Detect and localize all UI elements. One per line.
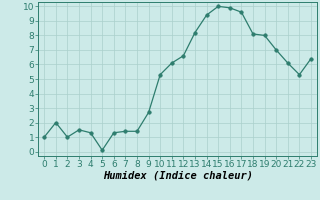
X-axis label: Humidex (Indice chaleur): Humidex (Indice chaleur) (103, 171, 252, 181)
